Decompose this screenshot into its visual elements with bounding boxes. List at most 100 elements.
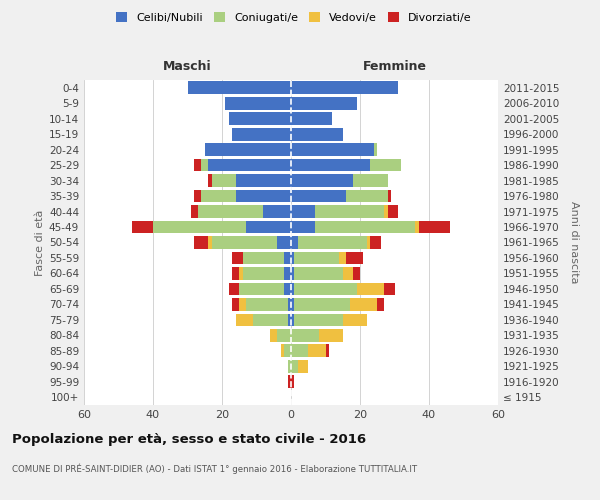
Bar: [212, 236, 277, 249]
Text: Popolazione per età, sesso e stato civile - 2016: Popolazione per età, sesso e stato civil…: [12, 432, 366, 446]
Bar: [287, 314, 291, 326]
Bar: [284, 344, 291, 357]
Bar: [277, 329, 291, 342]
Bar: [239, 298, 246, 310]
Text: Femmine: Femmine: [362, 60, 427, 72]
Bar: [194, 159, 202, 172]
Bar: [325, 344, 329, 357]
Bar: [291, 220, 315, 234]
Bar: [295, 314, 343, 326]
Bar: [298, 360, 308, 372]
Bar: [287, 376, 291, 388]
Bar: [343, 267, 353, 280]
Bar: [419, 220, 450, 234]
Y-axis label: Fasce di età: Fasce di età: [35, 210, 45, 276]
Bar: [236, 314, 253, 326]
Bar: [315, 205, 384, 218]
Bar: [291, 376, 295, 388]
Bar: [370, 236, 381, 249]
Bar: [191, 205, 198, 218]
Bar: [284, 252, 291, 264]
Bar: [291, 190, 346, 202]
Bar: [370, 159, 401, 172]
Bar: [246, 220, 291, 234]
Bar: [291, 282, 295, 296]
Bar: [202, 190, 236, 202]
Bar: [243, 267, 284, 280]
Bar: [253, 314, 287, 326]
Bar: [374, 144, 377, 156]
Bar: [291, 97, 356, 110]
Bar: [284, 267, 291, 280]
Bar: [291, 329, 319, 342]
Bar: [343, 314, 367, 326]
Bar: [295, 267, 343, 280]
Bar: [133, 220, 153, 234]
Bar: [229, 112, 291, 125]
Bar: [353, 267, 360, 280]
Bar: [291, 314, 295, 326]
Bar: [239, 267, 242, 280]
Bar: [236, 174, 291, 187]
Bar: [208, 174, 212, 187]
Bar: [384, 282, 395, 296]
Bar: [291, 344, 308, 357]
Bar: [153, 220, 246, 234]
Bar: [291, 128, 343, 140]
Bar: [315, 220, 415, 234]
Bar: [384, 205, 388, 218]
Bar: [208, 159, 291, 172]
Bar: [295, 252, 340, 264]
Bar: [205, 144, 291, 156]
Bar: [367, 236, 370, 249]
Bar: [232, 128, 291, 140]
Bar: [232, 267, 239, 280]
Bar: [246, 298, 287, 310]
Bar: [243, 252, 284, 264]
Bar: [232, 252, 242, 264]
Bar: [291, 298, 295, 310]
Bar: [194, 190, 202, 202]
Bar: [229, 282, 239, 296]
Bar: [415, 220, 419, 234]
Bar: [356, 282, 384, 296]
Bar: [388, 205, 398, 218]
Bar: [287, 298, 291, 310]
Bar: [284, 282, 291, 296]
Bar: [208, 236, 212, 249]
Bar: [194, 236, 208, 249]
Bar: [291, 205, 315, 218]
Bar: [346, 252, 364, 264]
Bar: [263, 205, 291, 218]
Bar: [291, 144, 374, 156]
Bar: [377, 298, 384, 310]
Bar: [291, 159, 370, 172]
Bar: [340, 252, 346, 264]
Bar: [291, 360, 298, 372]
Bar: [226, 97, 291, 110]
Bar: [291, 82, 398, 94]
Bar: [271, 329, 277, 342]
Legend: Celibi/Nubili, Coniugati/e, Vedovi/e, Divorziati/e: Celibi/Nubili, Coniugati/e, Vedovi/e, Di…: [112, 8, 476, 28]
Bar: [291, 174, 353, 187]
Bar: [353, 174, 388, 187]
Text: COMUNE DI PRÉ-SAINT-DIDIER (AO) - Dati ISTAT 1° gennaio 2016 - Elaborazione TUTT: COMUNE DI PRÉ-SAINT-DIDIER (AO) - Dati I…: [12, 464, 417, 474]
Bar: [291, 112, 332, 125]
Bar: [239, 282, 284, 296]
Bar: [346, 190, 388, 202]
Bar: [202, 159, 208, 172]
Bar: [236, 190, 291, 202]
Bar: [295, 298, 350, 310]
Bar: [212, 174, 236, 187]
Bar: [291, 236, 298, 249]
Bar: [281, 344, 284, 357]
Bar: [319, 329, 343, 342]
Bar: [232, 298, 239, 310]
Bar: [295, 282, 356, 296]
Bar: [187, 82, 291, 94]
Bar: [277, 236, 291, 249]
Bar: [198, 205, 263, 218]
Y-axis label: Anni di nascita: Anni di nascita: [569, 201, 579, 284]
Bar: [291, 252, 295, 264]
Bar: [298, 236, 367, 249]
